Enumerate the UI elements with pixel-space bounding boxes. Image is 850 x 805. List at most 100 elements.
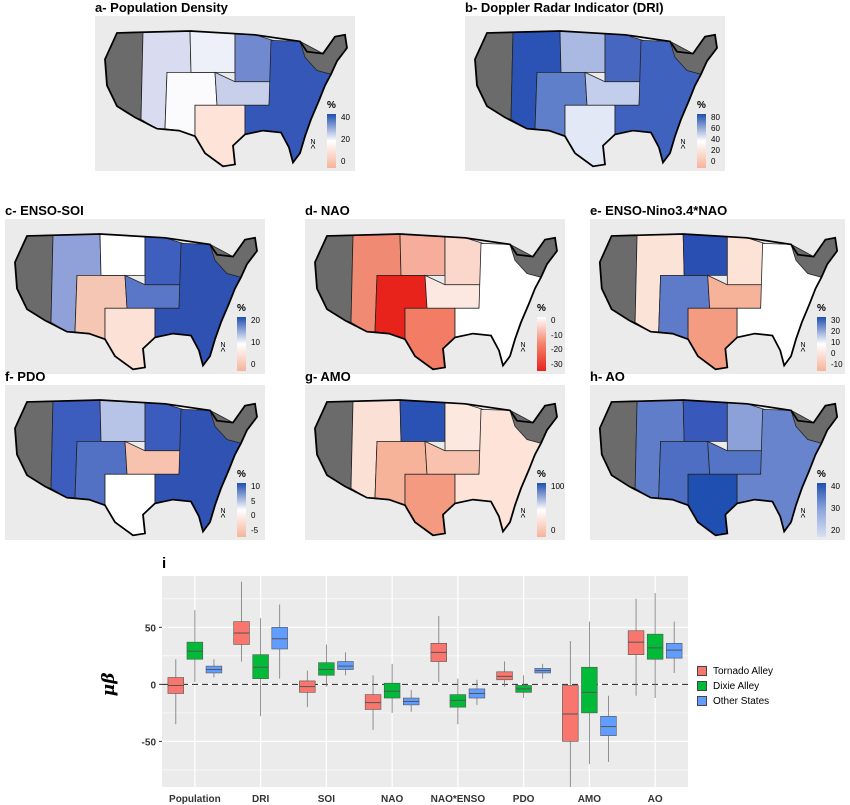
- legend-colorbar: [237, 483, 246, 537]
- map-area: [95, 16, 355, 171]
- arrow-glyph: ^: [800, 347, 806, 358]
- map-area: [5, 385, 265, 540]
- map-area: [305, 385, 565, 540]
- legend-tick: 30: [831, 316, 840, 325]
- legend-unit: %: [327, 100, 336, 111]
- legend-label-other-states: Other States: [713, 696, 770, 707]
- north-arrow-icon: N ^: [307, 139, 319, 155]
- us-outline: [14, 399, 258, 537]
- legend-swatch-tornado-alley: [697, 666, 707, 676]
- north-arrow-icon: N ^: [217, 342, 229, 358]
- legend-tick: 40: [711, 135, 720, 144]
- legend-item-tornado-alley: Tornado Alley: [697, 664, 773, 679]
- legend-tick: 20: [341, 135, 350, 144]
- us-outline: [14, 233, 258, 371]
- panel-ao: h- AO N ^% 40 30 20: [590, 369, 850, 552]
- legend-tick: 0: [831, 349, 836, 358]
- y-axis-label: μβ: [99, 672, 119, 696]
- legend-colorbar: [817, 483, 826, 537]
- legend-tick: 20: [831, 526, 840, 535]
- panel-title: f- PDO: [5, 369, 46, 384]
- us-outline: [104, 30, 348, 168]
- north-label: N: [520, 342, 526, 349]
- legend-tick: 0: [251, 360, 256, 369]
- north-arrow-icon: N ^: [217, 508, 229, 524]
- legend-tick: -30: [551, 360, 563, 369]
- panel-title: c- ENSO-SOI: [5, 203, 84, 218]
- us-map: [598, 233, 839, 371]
- arrow-glyph: ^: [680, 144, 686, 155]
- x-tick-label: Population: [169, 794, 221, 805]
- map-area: [465, 16, 725, 171]
- north-label: N: [800, 342, 806, 349]
- panel-enso-soi: c- ENSO-SOI N ^% 20 10 0: [5, 203, 275, 386]
- x-tick-label: NAO*ENSO: [431, 794, 486, 805]
- box: [600, 715, 617, 736]
- legend-tick: -10: [551, 330, 563, 340]
- arrow-glyph: ^: [310, 144, 316, 155]
- panel-population-density: a- Population Density N ^% 40 20 0: [95, 0, 365, 183]
- legend-colorbar: [327, 114, 336, 168]
- x-tick-label: PDO: [513, 794, 535, 805]
- box: [186, 641, 204, 660]
- us-map: [14, 399, 258, 537]
- us-map: [314, 233, 558, 371]
- legend-tick: -20: [551, 345, 563, 355]
- north-label: N: [220, 342, 226, 349]
- box: [318, 662, 335, 676]
- us-outline: [598, 399, 839, 537]
- us-map: [474, 30, 718, 168]
- x-tick-label: DRI: [252, 794, 269, 805]
- box: [383, 682, 401, 699]
- x-tick-label: SOI: [318, 794, 335, 805]
- legend-unit: %: [817, 303, 826, 314]
- us-outline: [598, 233, 839, 371]
- legend-unit: %: [537, 303, 546, 314]
- legend-tick: 100: [551, 482, 565, 491]
- map-area: [5, 219, 265, 374]
- legend-colorbar: [537, 317, 546, 371]
- map-area: [590, 219, 845, 374]
- us-outline: [314, 233, 558, 371]
- y-tick-label: 0: [150, 680, 156, 691]
- box: [252, 654, 269, 679]
- panel-title: d- NAO: [305, 203, 350, 218]
- legend-label-tornado-alley: Tornado Alley: [713, 666, 774, 677]
- legend-tick: 80: [711, 113, 720, 122]
- panel-title: b- Doppler Radar Indicator (DRI): [465, 0, 664, 15]
- box: [666, 642, 683, 659]
- panel-title: e- ENSO-Nino3.4*NAO: [590, 203, 728, 218]
- us-map: [314, 399, 558, 537]
- panel-nao: d- NAO N ^% 0 -10 -20 -30: [305, 203, 575, 386]
- legend-tick: 0: [711, 157, 716, 166]
- legend-tick: 0: [551, 316, 556, 325]
- box: [646, 633, 664, 660]
- legend-tick: 60: [711, 124, 720, 133]
- legend-tick: 0: [551, 526, 556, 535]
- legend-tick: 20: [251, 316, 260, 325]
- box: [562, 685, 579, 742]
- panel-title: h- AO: [590, 369, 625, 384]
- legend-colorbar: [537, 483, 546, 537]
- plot-background: [162, 576, 688, 787]
- legend-tick: -5: [251, 526, 259, 535]
- legend-tick: 10: [251, 338, 260, 347]
- us-outline: [314, 399, 558, 537]
- box: [271, 627, 288, 650]
- box: [627, 630, 645, 655]
- north-label: N: [220, 508, 226, 515]
- arrow-glyph: ^: [220, 513, 226, 524]
- box: [337, 661, 354, 670]
- x-tick-label: AO: [648, 794, 663, 805]
- north-arrow-icon: N ^: [797, 508, 809, 524]
- legend-tick: 40: [341, 113, 350, 122]
- legend-tick: 10: [831, 338, 840, 347]
- legend-item-other-states: Other States: [697, 694, 773, 709]
- north-arrow-icon: N ^: [517, 342, 529, 358]
- legend-unit: %: [237, 469, 246, 480]
- legend-unit: %: [817, 469, 826, 480]
- arrow-glyph: ^: [520, 513, 526, 524]
- legend-colorbar: [237, 317, 246, 371]
- legend-swatch-dixie-alley: [697, 681, 707, 691]
- legend-tick: 30: [831, 504, 840, 513]
